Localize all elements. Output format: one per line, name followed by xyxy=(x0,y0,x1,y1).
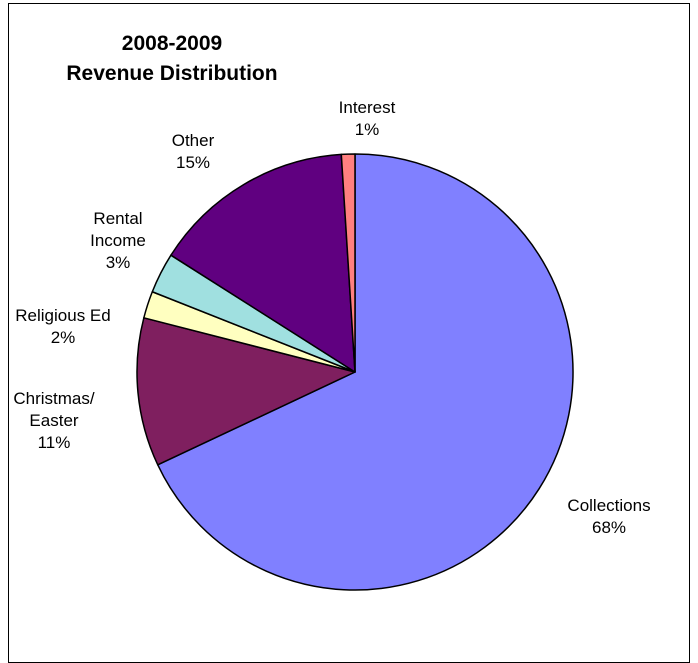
slice-label-line: Rental xyxy=(93,209,142,228)
slice-label-line: 11% xyxy=(38,433,71,452)
slice-label-line: 2% xyxy=(51,328,76,347)
chart-title-line-1: 2008-2009 xyxy=(122,32,222,55)
slice-label-line: 15% xyxy=(176,153,210,172)
pie-slice-interest xyxy=(340,153,356,373)
chart-title-line-2: Revenue Distribution xyxy=(66,62,277,85)
slice-label-line: 1% xyxy=(355,120,380,139)
slice-label-line: 3% xyxy=(106,253,131,272)
slice-label-other: Other 15% xyxy=(172,131,215,172)
slice-label-religious-ed: Religious Ed 2% xyxy=(15,306,110,347)
slice-label-christmas: Christmas/Easter 11% xyxy=(13,389,95,452)
slice-label-rental: Rental Income 3% xyxy=(90,209,146,272)
slice-label-line: Income xyxy=(90,231,146,250)
slice-label-line: Interest xyxy=(339,98,396,117)
slice-label-collections: Collections 68% xyxy=(567,496,650,537)
slice-label-line: Easter xyxy=(29,411,78,430)
slice-label-line: Christmas/ xyxy=(13,389,95,408)
pie-slice-christmas xyxy=(136,317,356,466)
slice-label-interest: Interest 1% xyxy=(339,98,396,139)
slice-label-line: 68% xyxy=(592,518,626,537)
slice-label-line: Other xyxy=(172,131,215,150)
pie-slice-collections xyxy=(157,153,574,591)
pie-slice-other xyxy=(170,153,356,373)
slice-label-line: Collections xyxy=(567,496,650,515)
slice-label-line: Religious Ed xyxy=(15,306,110,325)
